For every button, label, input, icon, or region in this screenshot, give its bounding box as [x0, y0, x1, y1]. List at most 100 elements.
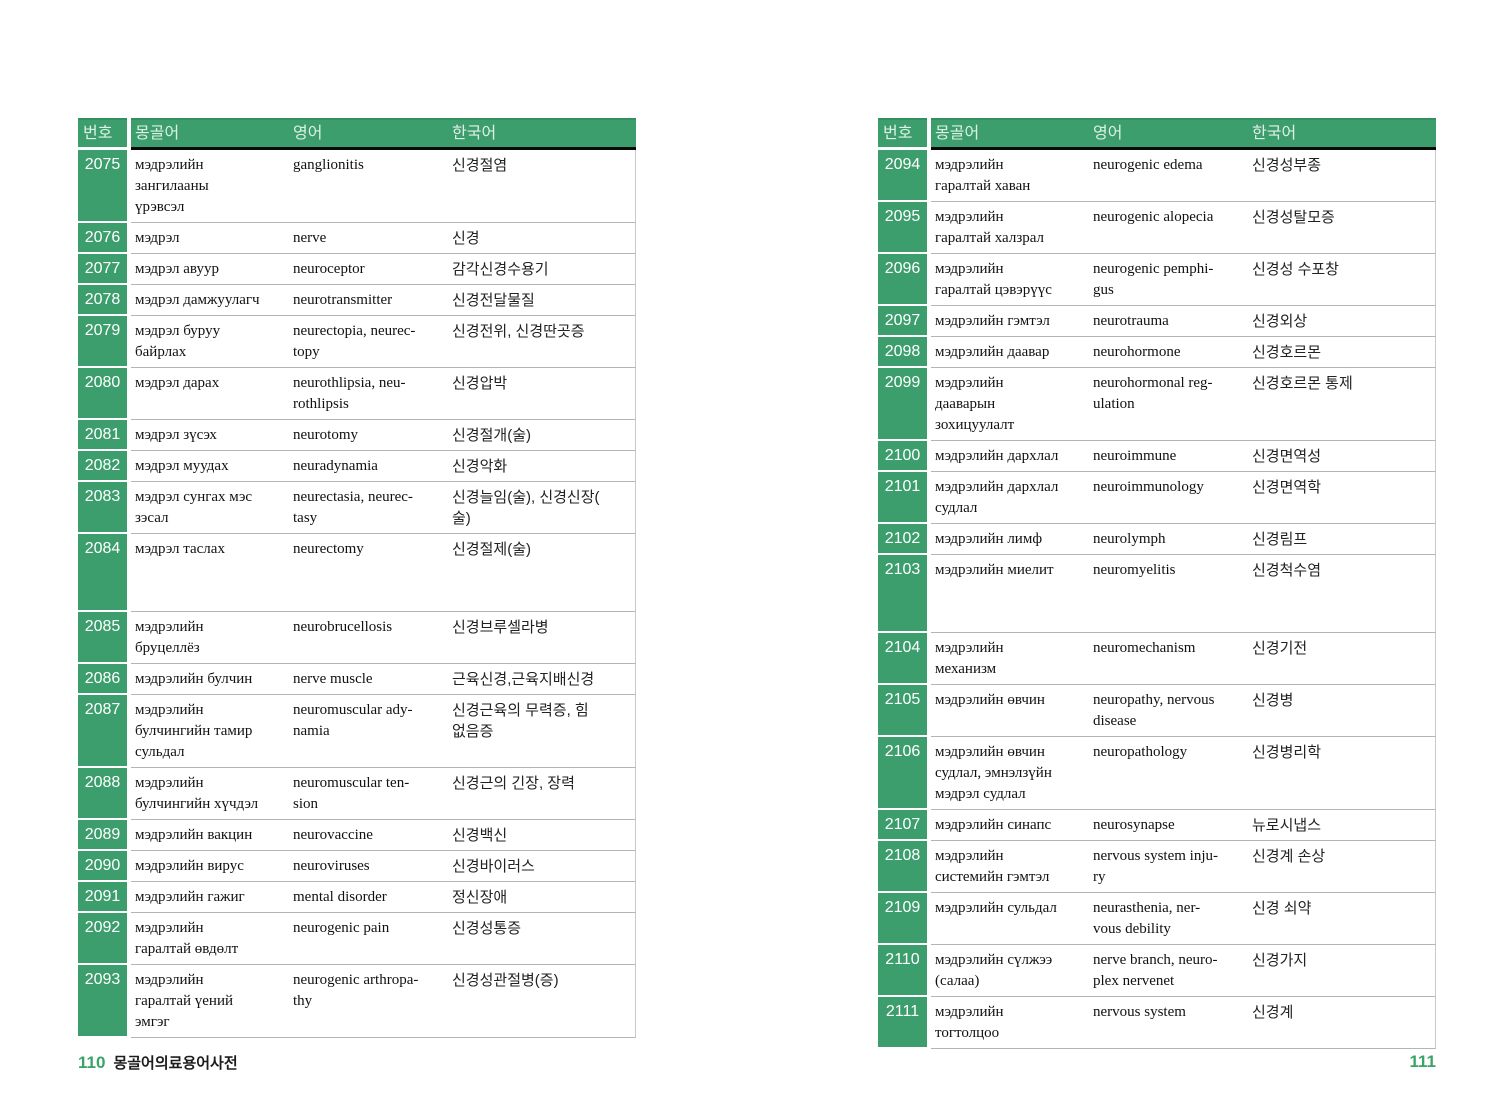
english-cell: nerve: [293, 230, 327, 246]
table-row: 2106 мэдрэлийн өвчин судлал, эмнэлзүйн м…: [878, 737, 1436, 810]
english-cell: neuromechanism: [1093, 640, 1196, 656]
row-content: мэдрэлийн дархлал судлал neuroimmunology…: [931, 472, 1436, 524]
table-row: 2084 мэдрэл таслах neurectomy 신경절제(술): [78, 534, 636, 612]
table-row: 2099 мэдрэлийн дааварын зохицуулалт neur…: [878, 368, 1436, 441]
korean-cell: 신경기전: [1252, 640, 1308, 657]
table-row: 2109 мэдрэлийн сульдал neurasthenia, ner…: [878, 893, 1436, 945]
table-row: 2078 мэдрэл дамжуулагч neurotransmitter …: [78, 285, 636, 316]
table-row: 2096 мэдрэлийн гаралтай цэвэрүүс neuroge…: [878, 254, 1436, 306]
english-cell: neuromuscular ten- sion: [293, 775, 410, 812]
korean-cell: 신경전위, 신경딴곳증: [452, 323, 585, 340]
row-number-cell: 2079: [78, 316, 127, 368]
row-number-cell: 2100: [878, 441, 927, 472]
dictionary-table-right: 번호 몽골어 영어 한국어 2094 мэдрэлийн гаралтай ха…: [878, 118, 1436, 1049]
header-mongolian: 몽골어: [935, 125, 980, 142]
row-number-cell: 2078: [78, 285, 127, 316]
table-row: 2090 мэдрэлийн вирус neuroviruses 신경바이러스: [78, 851, 636, 882]
row-number-cell: 2101: [878, 472, 927, 524]
row-number-cell: 2084: [78, 534, 127, 612]
table-row: 2077 мэдрэл авуур neuroceptor 감각신경수용기: [78, 254, 636, 285]
row-content: мэдрэлийн синапс neurosynapse 뉴로시냅스: [931, 810, 1436, 841]
row-number-cell: 2080: [78, 368, 127, 420]
table-row: 2110 мэдрэлийн сүлжээ (салаа) nerve bran…: [878, 945, 1436, 997]
row-number-cell: 2107: [878, 810, 927, 841]
mongolian-cell: мэдрэл муудах: [135, 458, 229, 474]
korean-cell: 신경계 손상: [1252, 848, 1326, 865]
korean-cell: 신경늘임(술), 신경신장( 술): [452, 489, 600, 527]
row-content: мэдрэлийн миелит neuromyelitis 신경척수염: [931, 555, 1436, 633]
table-row: 2107 мэдрэлийн синапс neurosynapse 뉴로시냅스: [878, 810, 1436, 841]
mongolian-cell: мэдрэл сунгах мэс зэсал: [135, 489, 253, 526]
korean-cell: 뉴로시냅스: [1252, 817, 1322, 834]
english-cell: neurosynapse: [1093, 817, 1175, 833]
english-cell: neurectopia, neurec- topy: [293, 323, 416, 360]
row-number-cell: 2102: [878, 524, 927, 555]
korean-cell: 신경브루셀라병: [452, 619, 549, 636]
table-row: 2082 мэдрэл муудах neuradynamia 신경악화: [78, 451, 636, 482]
english-cell: neuradynamia: [293, 458, 378, 474]
row-number-cell: 2090: [78, 851, 127, 882]
korean-cell: 신경 쇠약: [1252, 900, 1312, 917]
footer-right: 111: [878, 1052, 1437, 1072]
english-cell: neurohormonal reg- ulation: [1093, 375, 1213, 412]
row-number-cell: 2111: [878, 997, 927, 1049]
row-number-cell: 2087: [78, 695, 127, 768]
row-content: мэдрэл дамжуулагч neurotransmitter 신경전달물…: [131, 285, 636, 316]
mongolian-cell: мэдрэлийн гаралтай өвдөлт: [135, 920, 239, 957]
row-content: мэдрэлийн сүлжээ (салаа) nerve branch, n…: [931, 945, 1436, 997]
mongolian-cell: мэдрэлийн гэмтэл: [935, 313, 1050, 329]
english-cell: neurohormone: [1093, 344, 1181, 360]
row-number-cell: 2094: [878, 150, 927, 202]
korean-cell: 신경림프: [1252, 531, 1308, 548]
row-content: мэдрэлийн өвчин neuropathy, nervous dise…: [931, 685, 1436, 737]
table-row: 2111 мэдрэлийн тогтолцоо nervous system …: [878, 997, 1436, 1049]
korean-cell: 신경호르몬 통제: [1252, 375, 1353, 392]
table-row: 2097 мэдрэлийн гэмтэл neurotrauma 신경외상: [878, 306, 1436, 337]
english-cell: neuroviruses: [293, 858, 370, 874]
mongolian-cell: мэдрэлийн тогтолцоо: [935, 1004, 1004, 1041]
row-number-cell: 2086: [78, 664, 127, 695]
table-row: 2088 мэдрэлийн булчингийн хүчдэл neuromu…: [78, 768, 636, 820]
row-content: мэдрэлийн гаралтай халзрал neurogenic al…: [931, 202, 1436, 254]
english-cell: neurogenic arthropa- thy: [293, 972, 419, 1009]
korean-cell: 신경계: [1252, 1004, 1294, 1021]
korean-cell: 신경절개(술): [452, 427, 531, 444]
row-content: мэдрэлийн вирус neuroviruses 신경바이러스: [131, 851, 636, 882]
korean-cell: 신경: [452, 230, 480, 247]
english-cell: neuroceptor: [293, 261, 365, 277]
english-cell: neuroimmunology: [1093, 479, 1204, 495]
mongolian-cell: мэдрэлийн гаралтай хаван: [935, 157, 1031, 194]
mongolian-cell: мэдрэлийн гаралтай үений эмгэг: [135, 972, 233, 1030]
footer-left: 110 몽골어의료용어사전: [78, 1052, 238, 1073]
english-cell: nervous system inju- ry: [1093, 848, 1218, 885]
mongolian-cell: мэдрэлийн дархлал: [935, 448, 1059, 464]
mongolian-cell: мэдрэлийн вирус: [135, 858, 244, 874]
table-row: 2081 мэдрэл зүсэх neurotomy 신경절개(술): [78, 420, 636, 451]
header-no: 번호: [878, 118, 927, 150]
english-cell: neuropathology: [1093, 744, 1188, 760]
row-number-cell: 2109: [878, 893, 927, 945]
korean-cell: 신경척수염: [1252, 562, 1322, 579]
header-mongolian: 몽골어: [135, 125, 180, 142]
mongolian-cell: мэдрэл буруу байрлах: [135, 323, 221, 360]
table-row: 2080 мэдрэл дарах neurothlipsia, neu- ro…: [78, 368, 636, 420]
mongolian-cell: мэдрэлийн булчин: [135, 671, 253, 687]
row-content: мэдрэлийн булчингийн тамир сульдал neuro…: [131, 695, 636, 768]
row-number-cell: 2082: [78, 451, 127, 482]
english-cell: neurectasia, neurec- tasy: [293, 489, 413, 526]
korean-cell: 신경면역성: [1252, 448, 1322, 465]
header-english: 영어: [1093, 125, 1123, 142]
row-number-cell: 2077: [78, 254, 127, 285]
header-main: 몽골어 영어 한국어: [131, 118, 636, 150]
row-content: мэдрэлийн гаралтай үений эмгэг neurogeni…: [131, 965, 636, 1038]
english-cell: neurotrauma: [1093, 313, 1169, 329]
table-row: 2085 мэдрэлийн бруцеллёз neurobrucellosi…: [78, 612, 636, 664]
row-number-cell: 2081: [78, 420, 127, 451]
page-number: 110: [78, 1053, 106, 1072]
english-cell: ganglionitis: [293, 157, 364, 173]
korean-cell: 감각신경수용기: [452, 261, 549, 278]
row-number-cell: 2083: [78, 482, 127, 534]
english-cell: neuromuscular ady- namia: [293, 702, 413, 739]
english-cell: neurasthenia, ner- vous debility: [1093, 900, 1201, 937]
korean-cell: 신경성부종: [1252, 157, 1322, 174]
